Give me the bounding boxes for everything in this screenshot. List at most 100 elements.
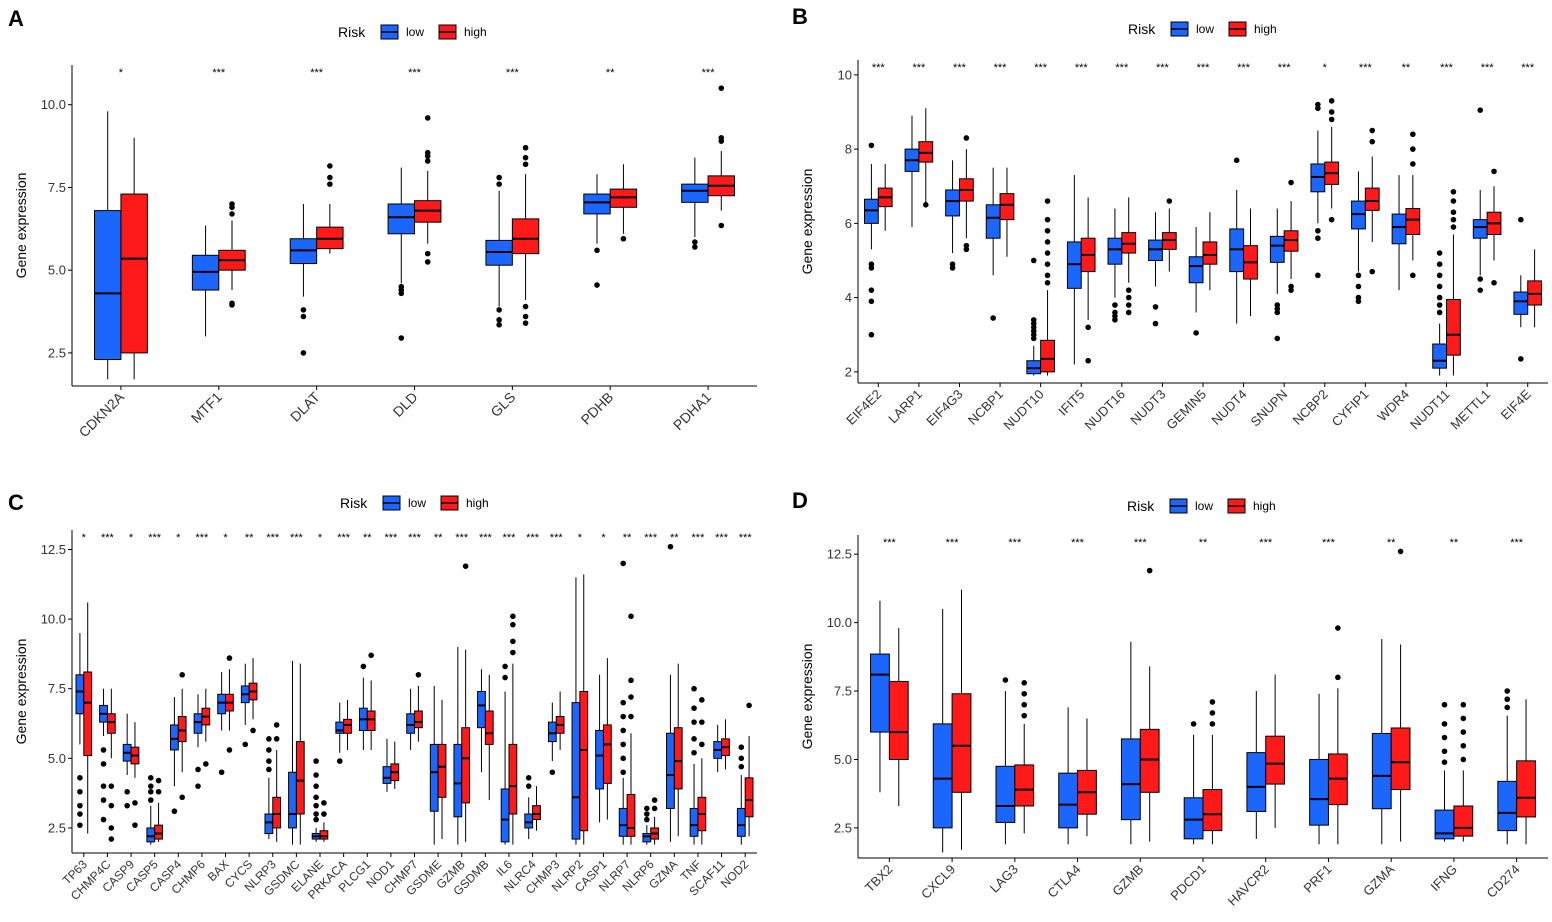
box-low (382, 738, 392, 792)
box-high (707, 85, 735, 229)
outlier-point (1504, 704, 1511, 711)
outlier-point (949, 265, 956, 271)
box-iqr (618, 807, 628, 837)
outlier-point (327, 181, 333, 187)
legend-label-high: high (1253, 499, 1276, 513)
box-iqr (1014, 764, 1035, 807)
outlier-point (510, 613, 516, 620)
box-iqr (343, 718, 352, 734)
outlier-point (594, 282, 600, 288)
outlier-point (313, 802, 319, 809)
outlier-point (398, 335, 405, 341)
x-tick-label: NUDT4 (1208, 387, 1249, 428)
x-tick-label: CD274 (1484, 862, 1523, 901)
box-iqr (335, 721, 345, 734)
box-low (689, 685, 699, 845)
box-iqr (1453, 805, 1474, 837)
significance-label: *** (1075, 62, 1089, 74)
outlier-point (1125, 287, 1132, 293)
y-tick-label: 8 (845, 142, 852, 157)
outlier-point (100, 816, 107, 823)
outlier-point (1233, 157, 1240, 164)
outlier-point (313, 758, 319, 764)
box-iqr (1391, 213, 1407, 245)
outlier-point (321, 811, 327, 817)
outlier-point (1369, 268, 1376, 275)
outlier-point (1436, 250, 1443, 256)
box-low (618, 560, 628, 845)
outlier-point (313, 783, 319, 789)
outlier-point (100, 761, 107, 767)
outlier-point (746, 702, 752, 709)
box-low (1066, 175, 1082, 365)
box-iqr (295, 741, 305, 815)
box-high (130, 722, 140, 828)
outlier-point (699, 741, 705, 748)
outlier-point (1044, 261, 1051, 267)
box-high (177, 671, 187, 801)
outlier-point (360, 663, 367, 670)
outlier-point (313, 772, 319, 778)
box-iqr (1188, 256, 1204, 284)
box-low (1148, 212, 1163, 327)
box-high (414, 671, 423, 742)
x-tick-label: GZMA (1360, 861, 1397, 898)
box-low (1310, 101, 1326, 279)
outlier-point (1315, 227, 1321, 234)
box-low (985, 167, 1001, 321)
outlier-point (424, 158, 431, 164)
significance-label: *** (290, 532, 304, 544)
outlier-point (1460, 729, 1467, 735)
outlier-point (1410, 161, 1416, 167)
outlier-point (620, 560, 626, 567)
box-iqr (146, 827, 156, 843)
outlier-point (620, 699, 626, 706)
significance-label: * (129, 532, 134, 544)
significance-label: *** (310, 67, 324, 79)
y-tick-label: 5.0 (48, 751, 66, 766)
outlier-point (1450, 188, 1457, 195)
box-iqr (985, 204, 1001, 239)
significance-label: *** (408, 532, 422, 544)
box-iqr (1269, 235, 1285, 263)
box-iqr (1497, 780, 1518, 832)
box-iqr (382, 766, 392, 784)
significance-label: * (119, 67, 124, 79)
x-tick-label: DLAT (287, 388, 323, 424)
panel-label: C (8, 490, 24, 515)
significance-label: *** (1259, 537, 1273, 549)
outlier-point (1288, 179, 1294, 186)
box-high (1283, 179, 1299, 293)
significance-label: *** (384, 532, 398, 544)
box-iqr (736, 807, 746, 837)
significance-label: *** (883, 537, 897, 549)
box-iqr (951, 693, 972, 793)
significance-label: ** (606, 67, 615, 79)
outlier-point (1460, 701, 1467, 708)
x-tick-label: PDHA1 (670, 389, 714, 433)
significance-label: *** (195, 532, 209, 544)
outlier-point (77, 811, 83, 817)
outlier-point (336, 758, 343, 764)
box-iqr (429, 743, 439, 812)
box-iqr (571, 702, 581, 840)
outlier-point (1441, 748, 1448, 755)
outlier-point (1410, 146, 1416, 152)
outlier-point (147, 788, 154, 795)
outlier-point (300, 307, 307, 313)
box-iqr (288, 771, 297, 829)
outlier-point (667, 543, 674, 550)
outlier-point (718, 135, 725, 141)
outlier-point (1450, 224, 1457, 230)
box-high (316, 163, 344, 254)
outlier-point (1146, 567, 1153, 574)
box-low (191, 225, 220, 337)
x-tick-label: EIF4E (1498, 386, 1534, 422)
legend-label-high: high (466, 496, 489, 510)
panel-label: B (792, 4, 808, 29)
box-low (169, 697, 179, 815)
box-high (1405, 131, 1421, 279)
outlier-point (691, 736, 697, 742)
box-high (877, 163, 893, 231)
